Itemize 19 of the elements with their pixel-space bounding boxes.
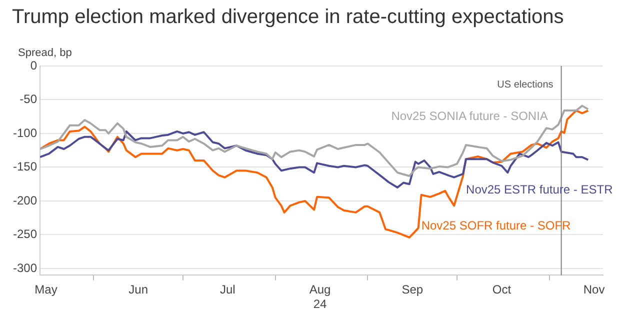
x-tick-label: May — [34, 282, 58, 297]
y-tick-label: -250 — [12, 227, 38, 242]
y-tick-label: -300 — [12, 260, 38, 275]
y-tick-label: -100 — [12, 126, 38, 140]
series-label: Nov25 SONIA future - SONIA — [391, 109, 548, 124]
series-label: Nov25 SOFR future - SOFR — [421, 218, 572, 233]
y-tick-label: 0 — [30, 58, 38, 72]
y-tick-label: -50 — [20, 92, 38, 106]
x-tick-label: Oct — [492, 282, 512, 297]
x-tick-label: Sep — [402, 282, 424, 297]
y-axis-title: Spread, bp — [18, 47, 72, 59]
x-tick-label: Jun — [128, 282, 148, 297]
ref-line-label: US elections — [497, 80, 554, 91]
chart-title: Trump election marked divergence in rate-cutting expectations — [12, 6, 564, 29]
y-tick-label: -150 — [12, 160, 38, 174]
x-tick-label: Jul — [220, 282, 236, 297]
x-tick-label: Aug 24 — [309, 282, 331, 312]
x-tick-label: Nov — [583, 282, 605, 297]
y-tick-label: -200 — [12, 193, 38, 208]
